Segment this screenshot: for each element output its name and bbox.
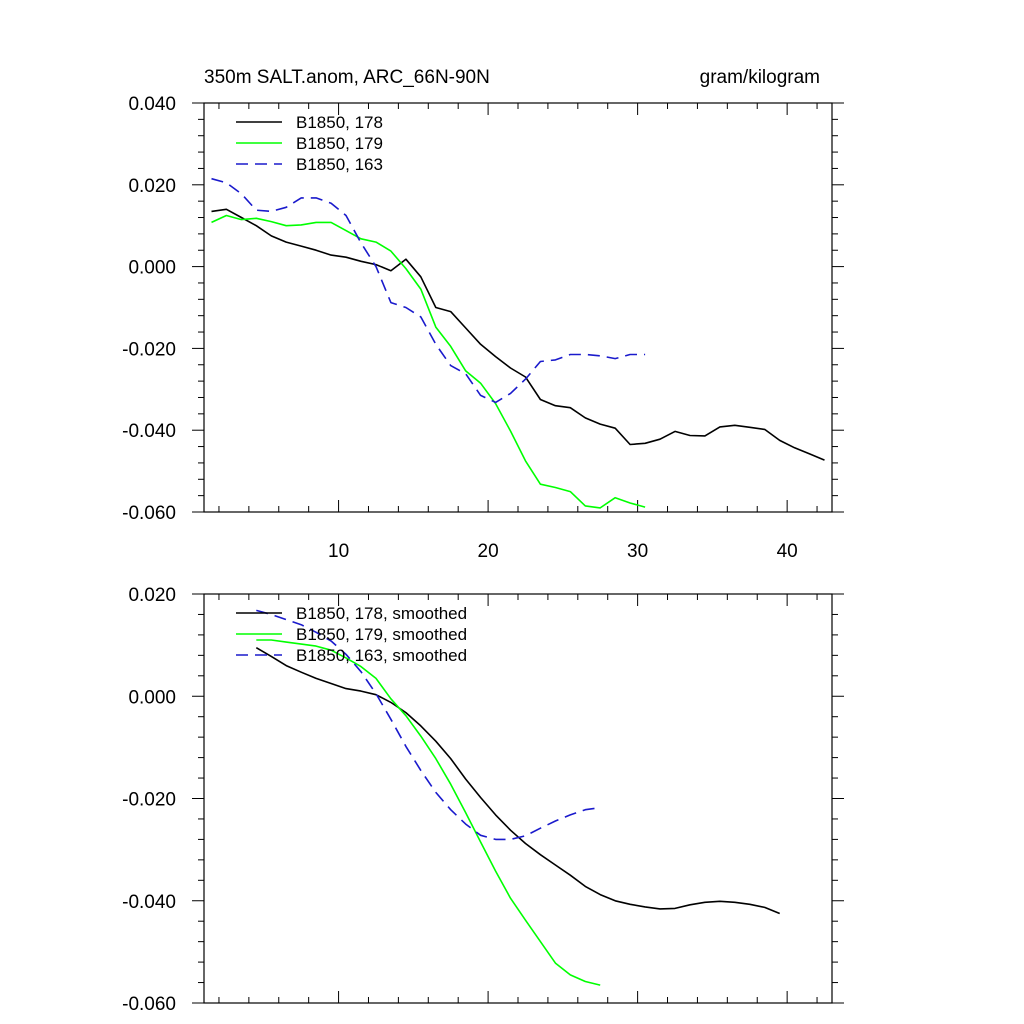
y-tick-label: -0.040 bbox=[122, 892, 176, 913]
y-tick-label: -0.020 bbox=[122, 339, 176, 360]
x-tick-label: 20 bbox=[478, 541, 499, 562]
y-tick-label: 0.000 bbox=[128, 687, 176, 708]
legend-label: B1850, 178 bbox=[296, 113, 383, 132]
legend-label: B1850, 179, smoothed bbox=[296, 625, 467, 644]
y-tick-label: 0.040 bbox=[128, 94, 176, 115]
x-tick-label: 30 bbox=[627, 541, 648, 562]
bottom-panel: 0.020 0.000 -0.020 -0.040 -0.060 B1850, 178, … bbox=[122, 585, 844, 1015]
series-line-b1850-179 bbox=[211, 214, 646, 509]
y-tick-label: -0.060 bbox=[122, 994, 176, 1015]
units-label: gram/kilogram bbox=[700, 67, 820, 88]
series-line-b1850-178 bbox=[211, 208, 825, 461]
series-line-b1850-163-smoothed bbox=[256, 609, 601, 841]
y-tick-label: -0.020 bbox=[122, 790, 176, 811]
legend-label: B1850, 163 bbox=[296, 155, 383, 174]
y-tick-label: 0.000 bbox=[128, 258, 176, 279]
y-tick-label: 0.020 bbox=[128, 585, 176, 606]
y-tick-label: -0.060 bbox=[122, 503, 176, 524]
legend-label: B1850, 179 bbox=[296, 134, 383, 153]
top-panel: 10 20 30 40 0.040 0.020 0.000 -0.020 -0.040 -0.06… bbox=[122, 94, 844, 562]
x-tick-label: 10 bbox=[328, 541, 349, 562]
x-tick-label: 40 bbox=[777, 541, 798, 562]
series-line-b1850-163 bbox=[211, 177, 646, 404]
series-line-b1850-178-smoothed bbox=[255, 647, 781, 915]
chart-title: 350m SALT.anom, ARC_66N-90N bbox=[204, 67, 490, 88]
series-line-b1850-179-smoothed bbox=[256, 639, 601, 986]
y-tick-label: 0.020 bbox=[128, 176, 176, 197]
legend-label: B1850, 163, smoothed bbox=[296, 646, 467, 665]
legend-label: B1850, 178, smoothed bbox=[296, 604, 467, 623]
y-tick-label: -0.040 bbox=[122, 421, 176, 442]
